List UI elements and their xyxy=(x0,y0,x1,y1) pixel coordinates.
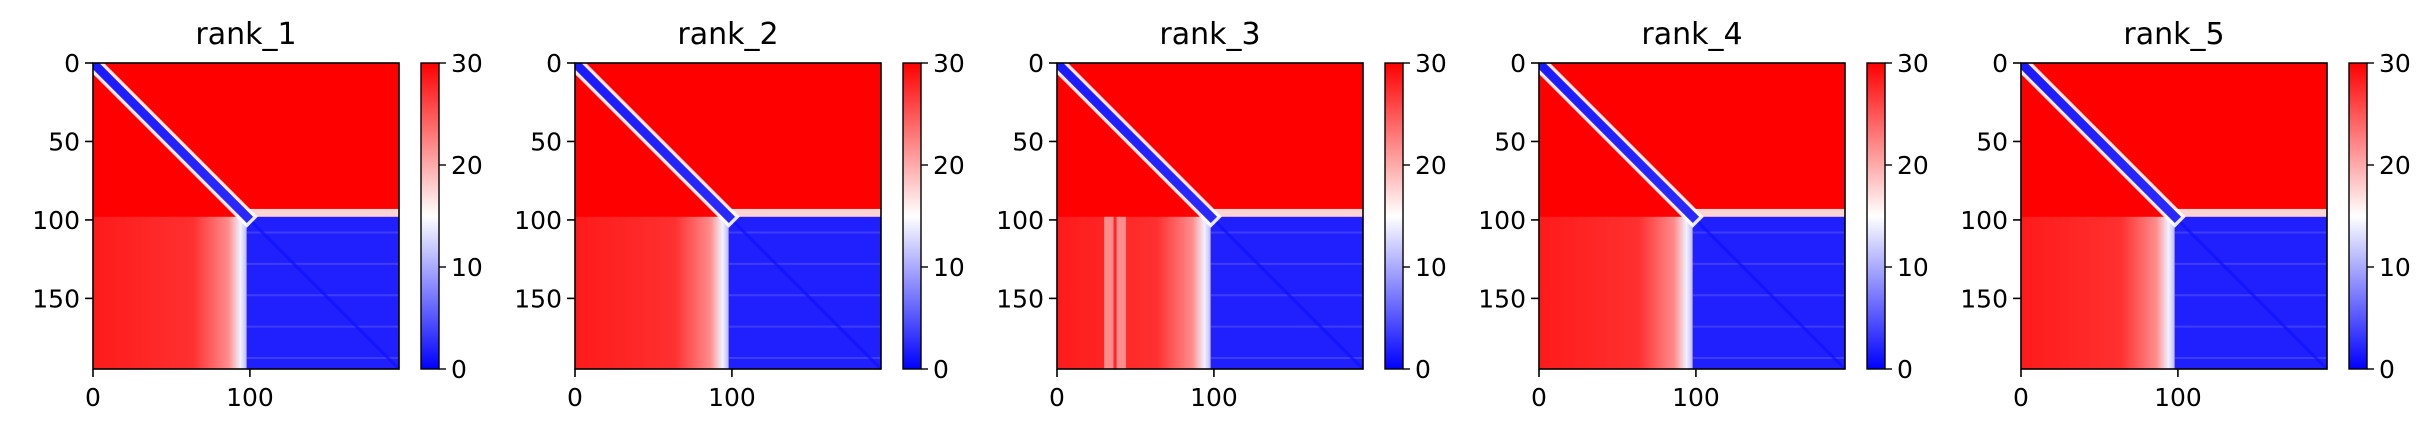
heatmap-lower-left-block xyxy=(1057,216,1211,369)
colorbar xyxy=(1866,62,1886,370)
colorbar xyxy=(2348,62,2368,370)
colorbar-tick-label: 30 xyxy=(451,49,483,78)
y-tick-label: 100 xyxy=(1478,206,1526,235)
heatmap-diagonal-band xyxy=(1539,63,1700,224)
x-tick-label: 100 xyxy=(226,383,274,412)
heatmap-panel-2: rank_2 0 50 100 150 0 100 0 10 20 30 xyxy=(514,17,965,412)
heatmap-block-diagonal xyxy=(727,215,883,371)
y-tick-label: 0 xyxy=(64,49,80,78)
heatmap-frame xyxy=(574,62,882,370)
y-tick-label: 100 xyxy=(1960,206,2008,235)
x-tick-label: 0 xyxy=(2013,383,2029,412)
heatmap-boundary-fringe xyxy=(719,208,881,217)
colorbar-tick-label: 20 xyxy=(2379,151,2411,180)
heatmap-lower-left-block xyxy=(93,216,247,369)
y-tick-label: 50 xyxy=(48,127,80,156)
y-tick-label: 150 xyxy=(996,284,1044,313)
y-tick-label: 0 xyxy=(546,49,562,78)
y-tick-label: 50 xyxy=(1012,127,1044,156)
x-tick-label: 100 xyxy=(1672,383,1720,412)
heatmap-boundary-fringe xyxy=(237,208,399,217)
heatmap-lower-left-block xyxy=(575,216,729,369)
x-tick-label: 0 xyxy=(567,383,583,412)
heatmap-boundary-fringe xyxy=(2165,208,2327,217)
x-tick-label: 100 xyxy=(1190,383,1238,412)
colorbar-tick-label: 30 xyxy=(1415,49,1447,78)
colorbar-tick-label: 20 xyxy=(1415,151,1447,180)
y-tick-label: 150 xyxy=(1960,284,2008,313)
colorbar-tick-label: 0 xyxy=(933,355,949,384)
y-tick-label: 150 xyxy=(514,284,562,313)
chart-title: rank_3 xyxy=(1159,17,1260,52)
colorbar-tick-label: 0 xyxy=(2379,355,2395,384)
chart-title: rank_1 xyxy=(195,17,296,52)
colorbar-tick-label: 0 xyxy=(1415,355,1431,384)
colorbar-tick-label: 30 xyxy=(2379,49,2411,78)
y-tick-label: 100 xyxy=(32,206,80,235)
colorbar-tick-label: 20 xyxy=(933,151,965,180)
heatmap-diagonal-band xyxy=(575,63,736,224)
colorbar-tick-label: 10 xyxy=(2379,253,2411,282)
y-tick-label: 100 xyxy=(996,206,1044,235)
heatmap-frame xyxy=(1056,62,1364,370)
y-tick-label: 0 xyxy=(1992,49,2008,78)
heatmap-panel-5: rank_5 0 50 100 150 0 100 0 10 20 30 xyxy=(1960,17,2411,412)
heatmap-frame xyxy=(92,62,400,370)
heatmap-diagonal-band xyxy=(1057,63,1218,224)
colorbar xyxy=(1384,62,1404,370)
colorbar-tick-label: 20 xyxy=(1897,151,1929,180)
y-tick-label: 150 xyxy=(1478,284,1526,313)
x-tick-label: 0 xyxy=(1531,383,1547,412)
y-tick-label: 100 xyxy=(514,206,562,235)
x-tick-label: 100 xyxy=(2154,383,2202,412)
heatmap-lower-left-block xyxy=(2021,216,2175,369)
y-tick-label: 0 xyxy=(1510,49,1526,78)
heatmap-boundary-fringe xyxy=(1683,208,1845,217)
heatmap-frame xyxy=(1538,62,1846,370)
colorbar xyxy=(902,62,922,370)
heatmap-panel-1: rank_1 0 50 100 150 0 100 0 10 20 30 xyxy=(32,17,483,412)
y-tick-label: 0 xyxy=(1028,49,1044,78)
x-tick-label: 0 xyxy=(85,383,101,412)
chart-title: rank_4 xyxy=(1641,17,1742,52)
y-tick-label: 50 xyxy=(530,127,562,156)
colorbar-tick-label: 20 xyxy=(451,151,483,180)
heatmap-block-diagonal xyxy=(1691,215,1847,371)
x-tick-label: 100 xyxy=(708,383,756,412)
colorbar-tick-label: 30 xyxy=(1897,49,1929,78)
heatmap-diagonal-band xyxy=(93,63,254,224)
y-tick-label: 150 xyxy=(32,284,80,313)
heatmap-diagonal-band xyxy=(2021,63,2182,224)
heatmap-frame xyxy=(2020,62,2328,370)
colorbar-tick-label: 10 xyxy=(1415,253,1447,282)
heatmap-band-1 xyxy=(1116,216,1127,369)
y-tick-label: 50 xyxy=(1494,127,1526,156)
colorbar-tick-label: 10 xyxy=(933,253,965,282)
heatmap-block-diagonal xyxy=(2173,215,2329,371)
heatmap-band-0 xyxy=(1104,216,1114,369)
heatmap-panel-3: rank_3 0 50 100 150 0 100 0 10 20 30 xyxy=(996,17,1447,412)
x-tick-label: 0 xyxy=(1049,383,1065,412)
colorbar-tick-label: 10 xyxy=(1897,253,1929,282)
heatmap-block-diagonal xyxy=(1209,215,1365,371)
heatmap-lower-left-block xyxy=(1539,216,1693,369)
y-tick-label: 50 xyxy=(1976,127,2008,156)
chart-title: rank_2 xyxy=(677,17,778,52)
colorbar-tick-label: 30 xyxy=(933,49,965,78)
colorbar-tick-label: 0 xyxy=(1897,355,1913,384)
colorbar-tick-label: 0 xyxy=(451,355,467,384)
heatmap-block-diagonal xyxy=(245,215,401,371)
chart-title: rank_5 xyxy=(2123,17,2224,52)
colorbar-tick-label: 10 xyxy=(451,253,483,282)
heatmap-panel-4: rank_4 0 50 100 150 0 100 0 10 20 30 xyxy=(1478,17,1929,412)
heatmap-boundary-fringe xyxy=(1201,208,1363,217)
colorbar xyxy=(420,62,440,370)
